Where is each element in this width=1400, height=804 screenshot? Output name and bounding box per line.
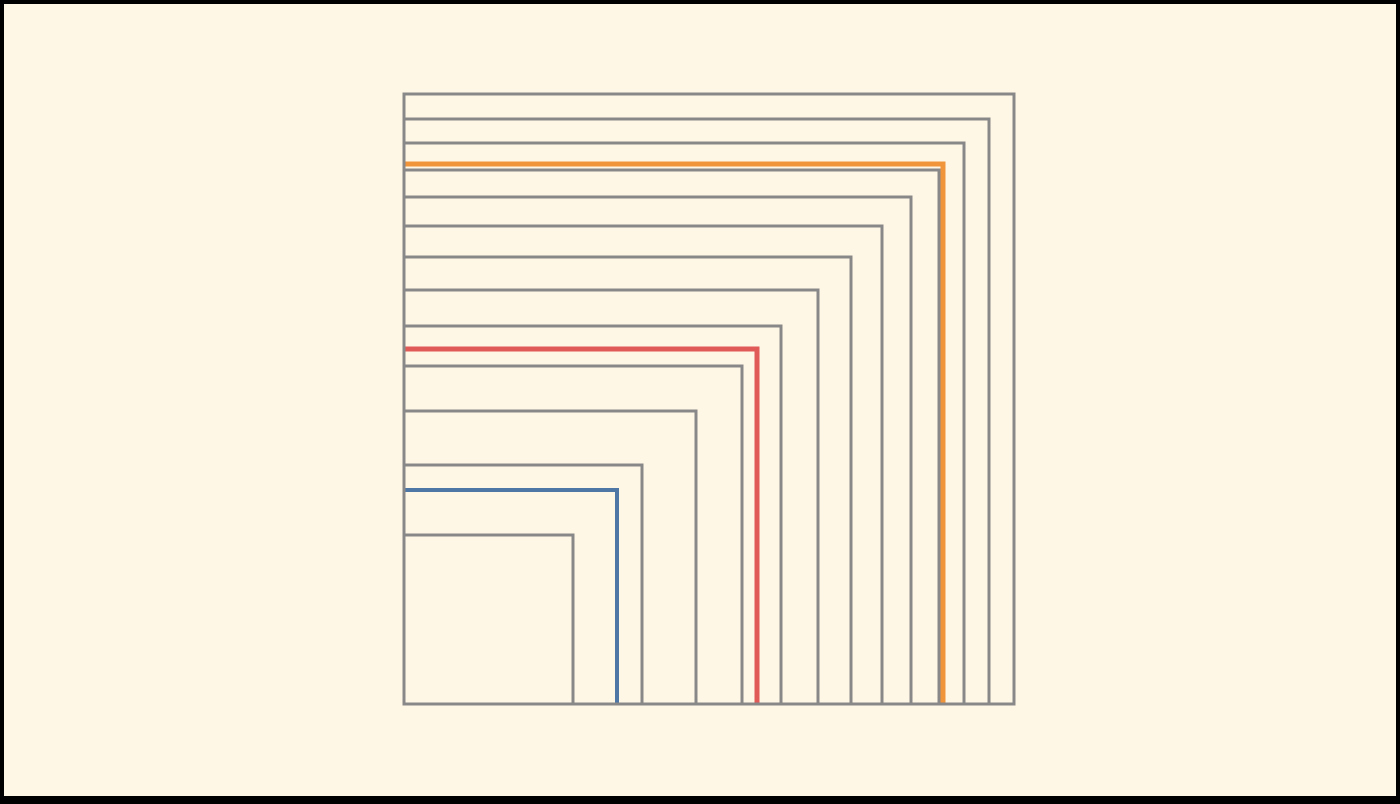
corner-line-gray (404, 117, 991, 704)
corner-line-gray (404, 533, 575, 704)
corner-line-blue (404, 488, 619, 704)
corner-line-gray (404, 141, 966, 704)
corner-line-gray (404, 288, 820, 704)
corner-line-gray (404, 168, 941, 704)
corner-line-gray (404, 463, 644, 704)
gray-corner-lines (404, 117, 991, 704)
corner-line-gray (404, 364, 744, 704)
outer-square (402, 92, 1016, 706)
highlighted-corner-lines (404, 161, 946, 704)
corner-line-red (404, 346, 760, 704)
corner-line-gray (404, 255, 853, 704)
corner-line-gray (404, 224, 884, 704)
corner-line-gray (404, 324, 783, 704)
nested-corners-diagram (402, 92, 1016, 706)
corner-line-gray (404, 409, 698, 704)
corner-line-gray (404, 195, 913, 704)
corner-line-orange (404, 161, 946, 704)
